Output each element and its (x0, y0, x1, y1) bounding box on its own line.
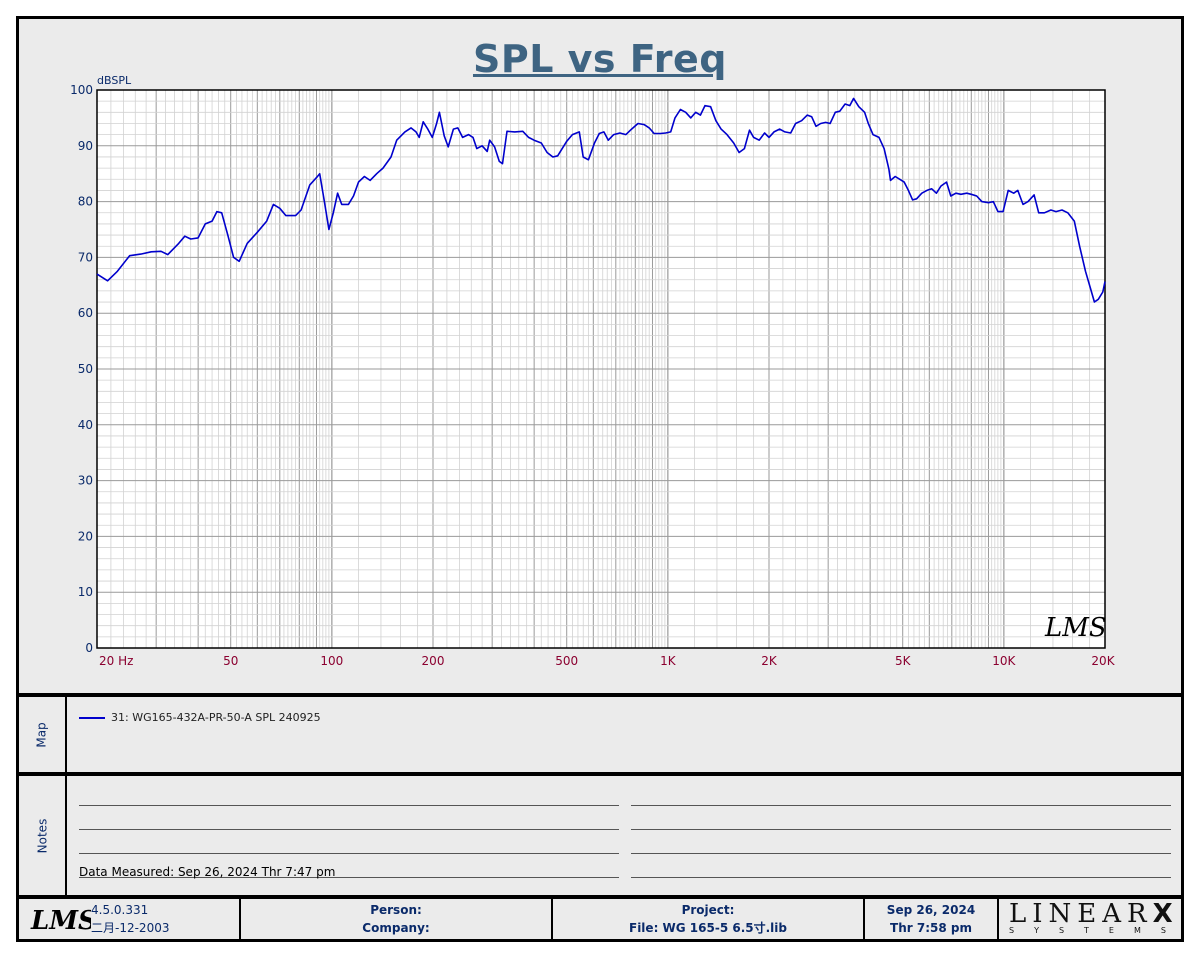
spl-series-line (96, 97, 1106, 303)
x-tick-label: 200 (422, 654, 445, 668)
x-tick-label: 100 (320, 654, 343, 668)
version-cell: LMS 4.5.0.331 二月-12-2003 (19, 899, 241, 939)
map-section-label: Map (19, 697, 67, 772)
y-tick-label: 90 (78, 139, 93, 153)
version-text: 4.5.0.331 (91, 903, 149, 917)
legend-entry: 31: WG165-432A-PR-50-A SPL 240925 (79, 711, 321, 724)
note-line (79, 805, 619, 806)
date-text: Sep 26, 2024 (886, 903, 976, 917)
x-tick-label: 10K (992, 654, 1016, 668)
note-line (631, 829, 1171, 830)
grid-lines (97, 89, 1106, 649)
y-axis-unit-label: dBSPL (97, 74, 132, 87)
note-line (631, 853, 1171, 854)
x-tick-label: 1K (660, 654, 677, 668)
y-tick-label: 50 (78, 362, 93, 376)
note-line (631, 805, 1171, 806)
y-tick-label: 20 (78, 529, 93, 543)
x-tick-label: 20K (1091, 654, 1115, 668)
project-cell: Project: File: WG 165-5 6.5寸.lib (553, 899, 865, 939)
project-label: Project: (681, 903, 735, 917)
map-label: Map (34, 721, 49, 748)
y-tick-label: 60 (78, 306, 93, 320)
person-label: Person: (370, 903, 422, 917)
date-cell: Sep 26, 2024 Thr 7:58 pm (865, 899, 999, 939)
legend-swatch (79, 716, 105, 719)
lms-logo: LMS (30, 906, 91, 936)
y-tick-labels: 0 10 20 30 40 50 60 70 80 90 100 (70, 83, 93, 655)
notes-label: Notes (34, 818, 49, 853)
brand-main-text: LINEAR (1009, 899, 1153, 929)
linearx-logo: LINEARX SYSTEMS (999, 899, 1181, 939)
y-tick-label: 30 (78, 474, 93, 488)
build-date-text: 二月-12-2003 (91, 921, 170, 935)
lms-watermark: LMS (1044, 613, 1107, 643)
plot-border (96, 89, 1106, 649)
note-line (79, 877, 619, 878)
report-frame: SPL vs Freq dBSPL 0 10 20 30 40 50 60 70 80 90 100… (16, 16, 1184, 942)
y-tick-label: 40 (78, 418, 93, 432)
company-label: Company: (362, 921, 430, 935)
chart-title: SPL vs Freq (472, 37, 728, 81)
x-tick-labels: 20 Hz 50 100 200 500 1K 2K 5K 10K 20K (99, 654, 1116, 668)
x-tick-label: 500 (555, 654, 578, 668)
y-tick-label: 0 (85, 641, 93, 655)
notes-section-label: Notes (19, 776, 67, 895)
note-line (79, 853, 619, 854)
spl-chart: 0 10 20 30 40 50 60 70 80 90 100 20 Hz 50 100 200 500 1… (70, 83, 1116, 668)
x-tick-label: 5K (895, 654, 912, 668)
section-divider (19, 693, 1181, 697)
brand-x-text: X (1152, 899, 1179, 929)
y-tick-label: 10 (78, 585, 93, 599)
brand-sub-text: SYSTEMS (1009, 926, 1186, 935)
y-tick-label: 100 (70, 83, 93, 97)
section-divider (19, 772, 1181, 776)
data-measured-text: Data Measured: Sep 26, 2024 Thr 7:47 pm (79, 865, 336, 879)
svg-text:LMS: LMS (30, 906, 91, 936)
note-line (79, 829, 619, 830)
x-tick-label: 50 (223, 654, 238, 668)
legend-label: 31: WG165-432A-PR-50-A SPL 240925 (111, 711, 321, 724)
person-cell: Person: Company: (241, 899, 553, 939)
footer-bar: LMS 4.5.0.331 二月-12-2003 Person: Company… (19, 895, 1181, 939)
y-tick-label: 80 (78, 195, 93, 209)
time-text: Thr 7:58 pm (890, 921, 972, 935)
note-line (631, 877, 1171, 878)
x-tick-label: 2K (761, 654, 778, 668)
y-tick-label: 70 (78, 250, 93, 264)
x-tick-label: 20 Hz (99, 654, 133, 668)
file-label: File: WG 165-5 6.5寸.lib (629, 921, 787, 935)
